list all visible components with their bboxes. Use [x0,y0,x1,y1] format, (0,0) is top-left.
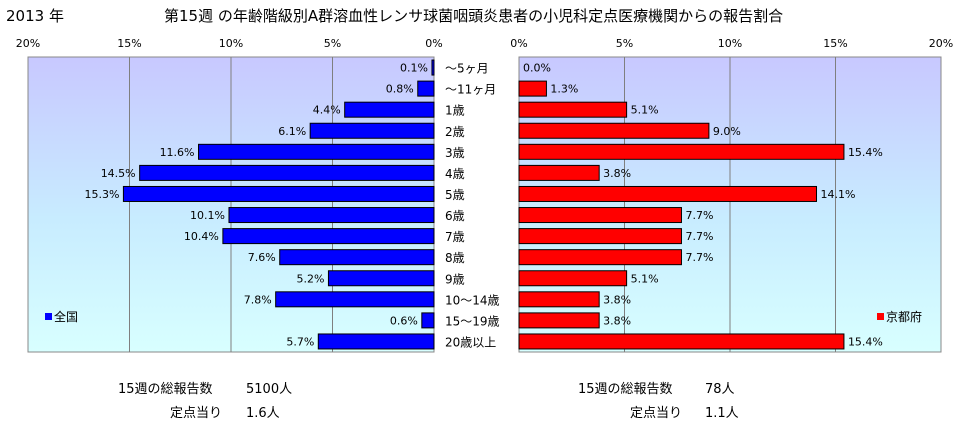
age-category-label: ～5ヶ月 [445,62,489,76]
kyoto-bar [518,312,600,329]
age-category-label: 8歳 [445,251,465,265]
age-category-label: ～11ヶ月 [445,83,496,97]
right-tick-label: 0% [510,37,527,50]
right-tick-label: 20% [929,37,953,50]
national-value-label: 7.6% [248,251,276,264]
national-per-value: 1.6人 [246,406,280,421]
kyoto-bar [518,207,682,224]
kyoto-bar [518,143,845,160]
left-tick-label: 10% [219,37,243,50]
left-tick-label: 20% [16,37,40,50]
right-tick-label: 15% [823,37,847,50]
national-bar [309,122,435,139]
left-tick-label: 0% [425,37,442,50]
national-value-label: 10.4% [184,230,219,243]
age-category-label: 3歳 [445,146,465,160]
kyoto-total-value: 78人 [705,382,735,397]
national-value-label: 11.6% [160,146,195,159]
right-tick-label: 10% [718,37,742,50]
kyoto-value-label: 5.1% [631,272,659,285]
age-category-label: 10～14歳 [445,293,500,307]
national-value-label: 5.2% [296,272,324,285]
national-value-label: 14.5% [101,167,136,180]
left-tick-label: 15% [117,37,141,50]
legend-national-label: 全国 [54,309,78,324]
national-bar [198,143,435,160]
kyoto-per-value: 1.1人 [705,406,739,421]
national-bar [417,80,435,97]
national-value-label: 5.7% [286,335,314,348]
national-value-label: 15.3% [84,188,119,201]
kyoto-per-label: 定点当り [630,406,683,421]
kyoto-bar [518,185,818,202]
legend-kyoto-swatch [877,313,884,320]
national-bar [317,333,435,350]
kyoto-value-label: 9.0% [713,125,741,138]
national-bar [139,164,435,181]
national-bar [431,59,435,76]
kyoto-value-label: 0.0% [523,62,551,75]
kyoto-bar [518,80,547,97]
kyoto-bar [518,122,710,139]
kyoto-value-label: 3.8% [603,314,631,327]
age-category-label: 1歳 [445,104,465,118]
national-total-value: 5100人 [246,382,293,397]
age-category-label: 6歳 [445,209,465,223]
kyoto-value-label: 7.7% [685,209,713,222]
kyoto-bar [518,249,682,266]
national-bar [279,249,435,266]
kyoto-bar [518,101,628,118]
national-bar [344,101,435,118]
national-value-label: 0.6% [390,314,418,327]
national-bar [275,291,435,308]
kyoto-value-label: 7.7% [685,251,713,264]
national-total-label: 15週の総報告数 [118,382,213,397]
kyoto-value-label: 7.7% [685,230,713,243]
legend-national-swatch [45,313,52,320]
national-per-label: 定点当り [170,406,223,421]
kyoto-value-label: 14.1% [821,188,856,201]
kyoto-value-label: 5.1% [631,104,659,117]
national-value-label: 10.1% [190,209,225,222]
chart-title: 第15週 の年齢階級別A群溶血性レンサ球菌咽頭炎患者の小児科定点医療機関からの報… [164,7,783,25]
year-label: 2013 年 [6,7,64,25]
national-value-label: 7.8% [244,293,272,306]
kyoto-bar [518,333,845,350]
kyoto-value-label: 3.8% [603,167,631,180]
age-category-label: 7歳 [445,230,465,244]
age-category-label: 4歳 [445,167,465,181]
kyoto-bar [518,228,682,245]
national-value-label: 4.4% [313,104,341,117]
kyoto-value-label: 1.3% [550,83,578,96]
age-category-label: 15～19歳 [445,314,500,328]
age-category-label: 9歳 [445,272,465,286]
national-bar [228,207,435,224]
legend-kyoto-label: 京都府 [886,309,922,324]
kyoto-total-label: 15週の総報告数 [578,382,673,397]
right-tick-label: 5% [616,37,633,50]
national-bar [421,312,435,329]
national-bar [222,228,435,245]
age-category-label: 5歳 [445,188,465,202]
kyoto-value-label: 15.4% [848,146,883,159]
left-tick-label: 5% [324,37,341,50]
national-bar [327,270,435,287]
kyoto-bar [518,164,600,181]
kyoto-bar [518,270,628,287]
age-category-label: 2歳 [445,125,465,139]
kyoto-bar [518,291,600,308]
kyoto-value-label: 15.4% [848,335,883,348]
national-value-label: 0.1% [400,62,428,75]
age-category-label: 20歳以上 [445,335,496,349]
kyoto-value-label: 3.8% [603,293,631,306]
national-value-label: 6.1% [278,125,306,138]
national-bar [122,185,435,202]
national-value-label: 0.8% [386,83,414,96]
